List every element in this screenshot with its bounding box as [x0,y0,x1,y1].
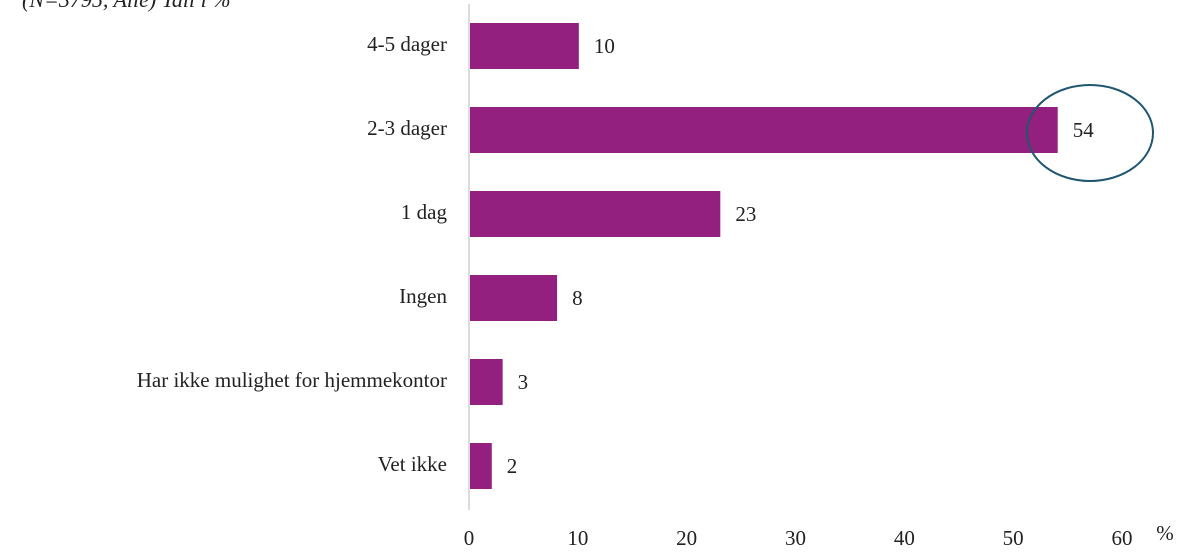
bar [470,275,558,321]
x-tick-label: 10 [567,526,588,550]
x-tick-label: 50 [1003,526,1024,550]
bar [470,191,721,237]
x-tick-label: 20 [676,526,697,550]
x-tick-label: 60 [1112,526,1133,550]
data-label: 3 [518,370,529,394]
bar [470,107,1058,153]
x-tick-label: 30 [785,526,806,550]
bar [470,443,492,489]
y-tick-label: 4-5 dager [367,32,447,56]
data-label: 8 [572,286,583,310]
data-label: 2 [507,454,518,478]
x-tick-label: 0 [464,526,475,550]
data-label: 10 [594,34,615,58]
highlight-ellipse [1026,84,1154,182]
x-axis-label: % [1156,521,1174,545]
data-label: 23 [735,202,756,226]
y-tick-label: 1 dag [401,200,448,224]
bar [470,23,579,69]
y-tick-label: Vet ikke [378,452,447,476]
chart-title: (N=3795, Alle) Tall i % [22,0,231,12]
y-tick-label: Har ikke mulighet for hjemmekontor [137,368,447,392]
data-label: 54 [1073,118,1095,142]
y-tick-label: 2-3 dager [367,116,447,140]
x-tick-label: 40 [894,526,915,550]
y-tick-label: Ingen [399,284,447,308]
bar [470,359,503,405]
